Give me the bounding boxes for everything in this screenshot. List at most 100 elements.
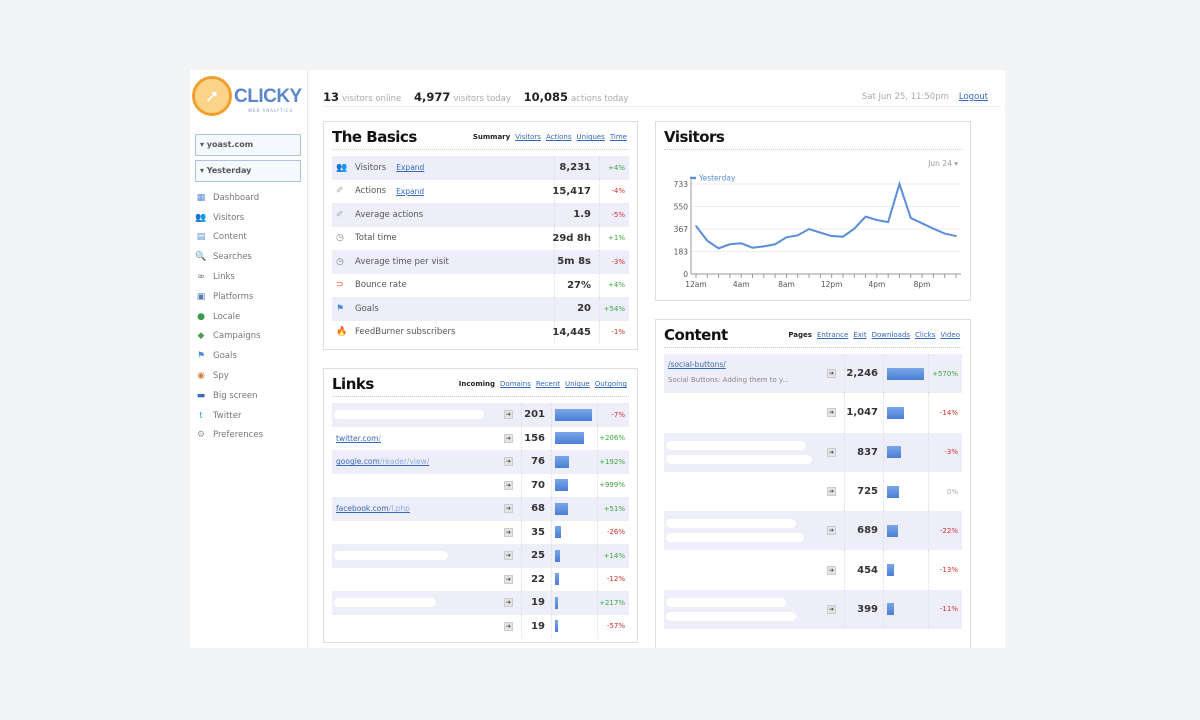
arrow-right-icon[interactable]: ➔ (827, 604, 836, 614)
arrow-right-icon[interactable]: ➔ (827, 565, 836, 575)
tab-recent[interactable]: Recent (535, 380, 561, 388)
bounce-icon: ⊃ (336, 280, 344, 291)
tab-video[interactable]: Video (940, 331, 960, 339)
arrow-right-icon[interactable]: ➔ (504, 527, 513, 537)
sidebar-item-preferences[interactable]: ⚙ Preferences (195, 426, 263, 446)
views-bar (887, 603, 894, 616)
tab-exit[interactable]: Exit (853, 331, 867, 339)
data-point[interactable] (785, 236, 788, 239)
expand-link[interactable]: Expand (396, 163, 425, 173)
metric-change: -1% (611, 328, 625, 337)
arrow-right-icon[interactable]: ➔ (504, 574, 513, 584)
data-point[interactable] (876, 219, 878, 221)
arrow-right-icon[interactable]: ➔ (827, 369, 836, 379)
data-point[interactable] (740, 242, 743, 245)
content-icon: ▤ (196, 232, 206, 243)
sidebar-item-label: Content (213, 232, 247, 243)
sidebar-item-visitors[interactable]: 👥 Visitors (195, 208, 263, 228)
tab-summary[interactable]: Summary (472, 133, 511, 141)
data-point[interactable] (909, 217, 912, 219)
sidebar-item-spy[interactable]: ◉ Spy (195, 366, 263, 386)
redacted-text (334, 410, 484, 420)
sidebar-item-content[interactable]: ▤ Content (195, 228, 263, 248)
data-point[interactable] (819, 231, 822, 234)
sidebar-item-campaigns[interactable]: ◆ Campaigns (195, 327, 263, 347)
data-point[interactable] (695, 225, 697, 227)
data-point[interactable] (853, 227, 856, 230)
sidebar-item-big-screen[interactable]: ▬ Big screen (195, 386, 263, 406)
y-tick-label: 183 (674, 248, 689, 257)
link-count: 22 (531, 573, 545, 585)
data-point[interactable] (864, 215, 867, 218)
data-point[interactable] (717, 247, 720, 250)
arrow-right-icon[interactable]: ➔ (504, 598, 513, 608)
basics-row: ⚑ Goals 20 +54% (332, 297, 629, 321)
sidebar-item-links[interactable]: ∞ Links (195, 267, 263, 287)
tab-uniques[interactable]: Uniques (576, 133, 605, 141)
arrow-right-icon[interactable]: ➔ (827, 447, 836, 457)
count-bar (555, 596, 559, 609)
data-point[interactable] (943, 232, 946, 235)
sidebar-item-locale[interactable]: ● Locale (195, 307, 263, 327)
arrow-right-icon[interactable]: ➔ (504, 504, 513, 514)
tab-visitors[interactable]: Visitors (515, 133, 541, 141)
data-point[interactable] (830, 235, 833, 237)
count-bar (555, 479, 568, 492)
arrow-right-icon[interactable]: ➔ (827, 408, 836, 418)
tab-entrance[interactable]: Entrance (816, 331, 849, 339)
data-point[interactable] (774, 243, 776, 246)
data-point[interactable] (796, 234, 799, 237)
sidebar-item-goals[interactable]: ⚑ Goals (195, 346, 263, 366)
tab-domains[interactable]: Domains (500, 380, 531, 388)
date-range-selector[interactable]: ▾ Yesterday (195, 160, 301, 182)
referrer-link[interactable]: twitter.com/ (336, 434, 381, 443)
data-point[interactable] (842, 235, 844, 238)
tab-downloads[interactable]: Downloads (871, 331, 911, 339)
arrow-right-icon[interactable]: ➔ (827, 487, 836, 497)
referrer-link[interactable]: google.com/reader/view/ (336, 457, 429, 466)
sidebar-item-twitter[interactable]: t Twitter (195, 406, 263, 426)
data-point[interactable] (729, 243, 731, 246)
sidebar-item-platforms[interactable]: ▣ Platforms (195, 287, 263, 307)
arrow-right-icon[interactable]: ➔ (504, 621, 513, 631)
tab-incoming[interactable]: Incoming (458, 380, 496, 388)
redacted-text (666, 611, 796, 621)
metric-change: +4% (608, 163, 625, 172)
data-point[interactable] (921, 222, 923, 225)
count-bar (555, 432, 584, 445)
data-point[interactable] (706, 239, 709, 242)
data-point[interactable] (763, 245, 765, 248)
arrow-right-icon[interactable]: ➔ (504, 551, 513, 561)
data-point[interactable] (898, 183, 901, 185)
page-title: Social Buttons: Adding them to y... (668, 376, 789, 384)
tab-pages[interactable]: Pages (788, 331, 812, 339)
link-change: +14% (603, 551, 625, 560)
logout-link[interactable]: Logout (958, 92, 988, 102)
data-point[interactable] (808, 228, 810, 230)
data-point[interactable] (887, 221, 889, 223)
tab-unique[interactable]: Unique (565, 380, 590, 388)
sidebar-item-dashboard[interactable]: ▦ Dashboard (195, 188, 263, 208)
arrow-right-icon[interactable]: ➔ (504, 457, 513, 467)
arrow-right-icon[interactable]: ➔ (827, 526, 836, 536)
y-tick-label: 733 (674, 180, 689, 189)
arrow-right-icon[interactable]: ➔ (504, 410, 513, 420)
arrow-right-icon[interactable]: ➔ (504, 433, 513, 443)
chart-date-dropdown[interactable]: Jun 24 ▾ (928, 159, 958, 168)
sidebar-item-searches[interactable]: 🔍 Searches (195, 247, 263, 267)
referrer-link[interactable]: facebook.com/l.php (336, 504, 410, 513)
expand-link[interactable]: Expand (396, 186, 425, 196)
tab-time[interactable]: Time (609, 133, 627, 141)
page-change: -3% (944, 448, 958, 457)
arrow-right-icon[interactable]: ➔ (504, 480, 513, 490)
tab-clicks[interactable]: Clicks (915, 331, 936, 339)
tab-actions[interactable]: Actions (545, 133, 572, 141)
site-selector[interactable]: ▾ yoast.com (195, 134, 301, 156)
page-url-link[interactable]: /social-buttons/ (668, 360, 726, 369)
x-tick-label: 8pm (914, 280, 931, 289)
data-point[interactable] (932, 227, 935, 230)
data-point[interactable] (955, 235, 957, 237)
data-point[interactable] (751, 246, 754, 249)
clicky-logo[interactable]: ➚ CLICKY WEB ANALYTICS (192, 76, 302, 120)
tab-outgoing[interactable]: Outgoing (594, 380, 627, 388)
